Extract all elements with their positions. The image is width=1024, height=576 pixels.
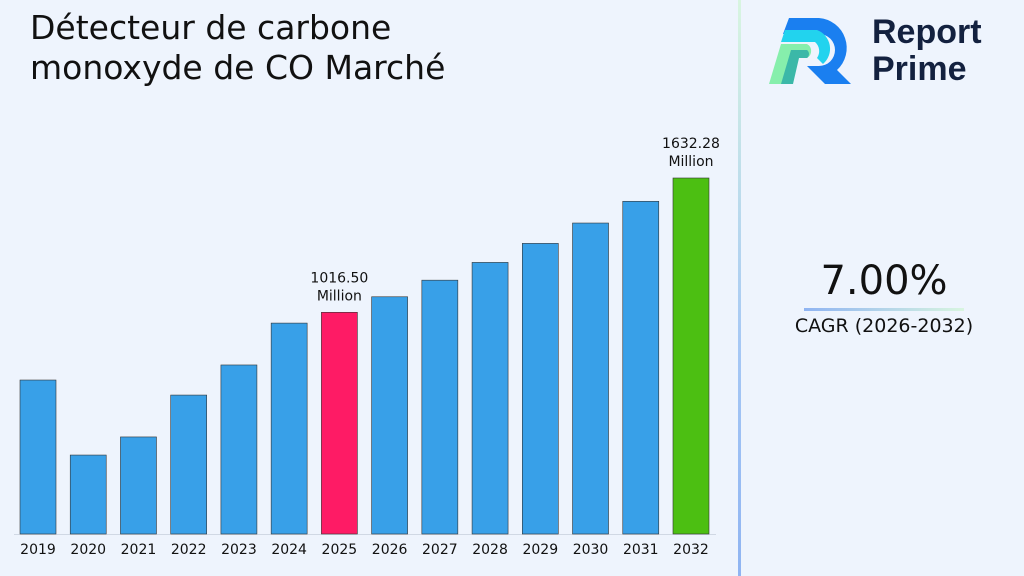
x-tick-label: 2020	[70, 542, 106, 558]
x-tick-label: 2032	[673, 542, 709, 558]
x-tick-label: 2024	[271, 542, 307, 558]
bar-2021	[120, 436, 157, 535]
bar-2029	[521, 243, 559, 535]
bar-2032	[672, 177, 710, 535]
bar-2027	[421, 279, 459, 535]
data-label: Million	[317, 288, 362, 304]
data-label: Million	[668, 154, 713, 170]
x-tick-label: 2027	[422, 542, 458, 558]
brand-name: Report Prime	[872, 14, 982, 88]
x-tick-label: 2030	[573, 542, 609, 558]
data-label: 1016.50	[310, 270, 368, 286]
cagr-underline	[804, 308, 964, 311]
x-tick-label: 2025	[322, 542, 358, 558]
bar-2022	[170, 394, 207, 535]
bar-2031	[622, 200, 660, 535]
bar-2024	[270, 322, 308, 535]
bar-2019	[19, 379, 57, 535]
x-tick-label: 2023	[221, 542, 257, 558]
cagr-value: 7.00%	[820, 258, 948, 304]
bar-2020	[69, 454, 107, 535]
divider	[738, 0, 741, 576]
x-tick-label: 2019	[20, 542, 56, 558]
bar-2030	[572, 222, 609, 535]
x-tick-label: 2021	[121, 542, 157, 558]
bar-2025	[321, 312, 358, 535]
cagr-label: CAGR (2026-2032)	[794, 315, 974, 337]
bar-2026	[371, 296, 408, 535]
data-label: 1632.28	[662, 136, 720, 152]
x-tick-label: 2031	[623, 542, 659, 558]
x-tick-label: 2026	[372, 542, 408, 558]
bar-chart: 2019 2020 2021 2022 2023 2024 2025 2026 2027 2028…	[14, 136, 720, 558]
bar-2028	[471, 262, 509, 535]
report-prime-logo	[769, 18, 851, 84]
bar-2023	[220, 364, 258, 535]
brand-line2: Prime	[872, 50, 967, 88]
x-tick-label: 2022	[171, 542, 207, 558]
brand-line1: Report	[872, 13, 982, 51]
chart-title: Détecteur de carbone monoxyde de CO Marc…	[30, 8, 446, 87]
x-tick-label: 2029	[522, 542, 558, 558]
x-tick-label: 2028	[472, 542, 508, 558]
